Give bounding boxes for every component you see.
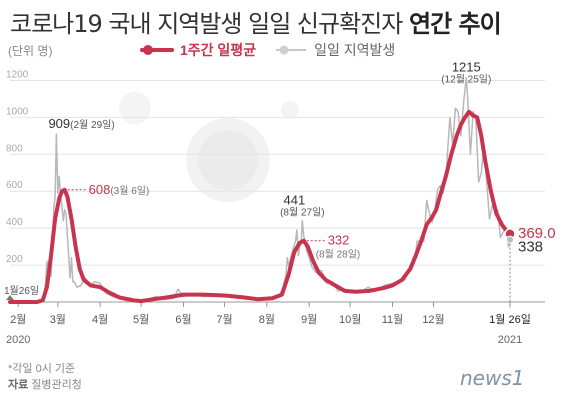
series-line-avg [8, 109, 512, 304]
y-tick-label: 200 [6, 254, 23, 265]
y-tick-label: 400 [6, 217, 23, 228]
annotation-date: (12월 25일) [441, 74, 491, 86]
annotation-daily-peak: 1215 (12월 25일) [441, 60, 491, 86]
x-tick-label: 3월 [50, 313, 66, 326]
year-label: 2021 [498, 334, 522, 346]
unit-label: (단위 명) [8, 44, 53, 58]
x-tick-label: 6월 [175, 313, 191, 326]
legend-daily-swatch [276, 45, 307, 55]
legend: 1주간 일평균 일일 지역발생 [140, 40, 395, 60]
annotation-daily-peak: 441 (8월 27일) [280, 193, 325, 219]
x-tick-label: 10월 [339, 313, 361, 326]
annotation-date: (8월 27일) [280, 207, 325, 219]
annotation-avg-peak: 332 (8월 28일) [316, 233, 361, 261]
end-marker-daily [506, 235, 514, 244]
annotation-daily-latest: 338 [518, 239, 543, 256]
legend-avg-swatch [140, 45, 174, 55]
x-tick-label: 8월 [259, 313, 275, 326]
annotation-date: (8월 28일) [316, 249, 361, 261]
annotation-avg-latest: 369.0 [518, 225, 556, 242]
title-bold: 연간 추이 [408, 10, 502, 38]
series-line-daily [9, 76, 511, 303]
x-tick-label: 1월 26일 [489, 312, 531, 326]
y-tick-label: 800 [6, 143, 23, 154]
title-main: 코로나19 국내 지역발생 일일 신규확진자 [10, 10, 403, 38]
year-label: 2020 [6, 334, 30, 346]
source-label: 자료 [8, 379, 29, 391]
annotation-date: (2월 29일) [70, 119, 115, 131]
start-marker [6, 295, 14, 300]
y-tick-label: 1200 [6, 69, 29, 80]
source: 자료 질병관리청 [8, 376, 82, 392]
x-tick-label: 5월 [133, 313, 149, 326]
x-tick-label: 7월 [216, 313, 232, 326]
x-tick-label: 12월 [422, 313, 444, 326]
x-tick-label: 4월 [92, 313, 108, 326]
x-tick-label: 2월 [10, 313, 26, 326]
legend-daily-label: 일일 지역발생 [314, 42, 396, 58]
start-date-label: 1월26일 [4, 285, 39, 297]
footnote: *각일 0시 기준 [8, 363, 76, 375]
annotation-avg-peak: 608(3월 6일) [89, 182, 150, 197]
news1-logo: news1 [460, 366, 525, 390]
annotation-daily-peak: 909(2월 29일) [48, 116, 114, 131]
legend-avg-label: 1주간 일평균 [180, 42, 257, 58]
x-tick-label: 11월 [382, 313, 404, 326]
virus-illustration [119, 92, 299, 202]
x-tick-label: 9월 [301, 313, 317, 326]
source-value: 질병관리청 [31, 379, 82, 391]
page-title: 코로나19 국내 지역발생 일일 신규확진자 연간 추이 [10, 4, 502, 39]
y-tick-label: 1000 [6, 106, 29, 117]
annotation-date: (3월 6일) [110, 185, 149, 197]
y-tick-label: 600 [6, 180, 23, 191]
